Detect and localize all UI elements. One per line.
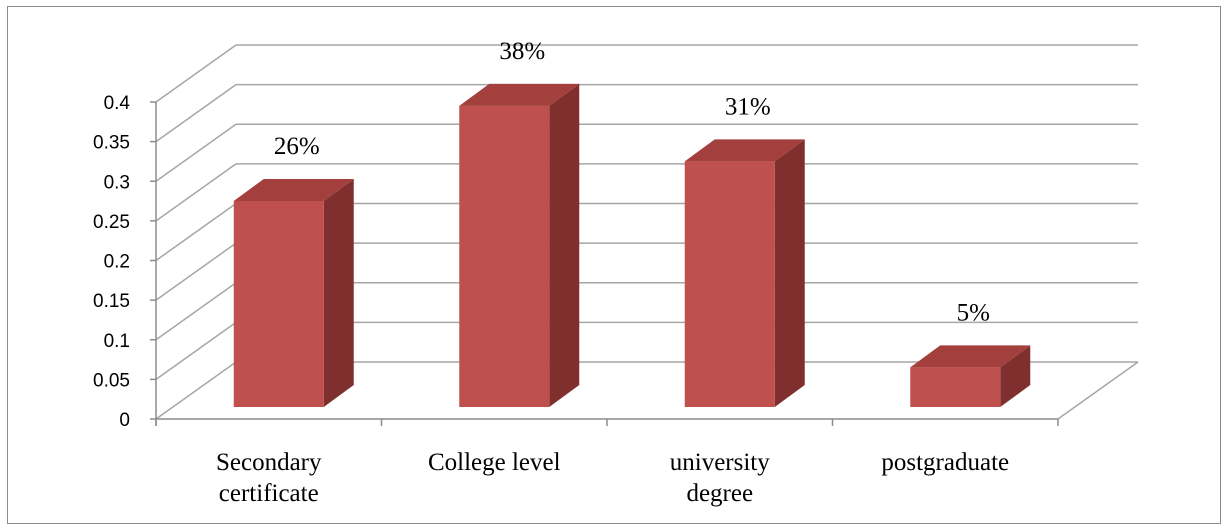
floor-edge xyxy=(1057,361,1139,420)
chart-frame: 0 0.05 0.1 0.15 0.2 0.25 0.3 0.35 0.4 26% 38% 31% 5… xyxy=(7,6,1221,524)
data-labels: 26% 38% 31% 5% xyxy=(274,38,990,327)
bar-front xyxy=(459,105,550,407)
bar-top xyxy=(684,139,805,162)
bar-side xyxy=(774,139,805,407)
bar-chart: 0 0.05 0.1 0.15 0.2 0.25 0.3 0.35 0.4 26% 38% 31% 5… xyxy=(93,38,1139,507)
category-label: Secondary certificate xyxy=(216,449,322,507)
data-label: 38% xyxy=(499,38,545,65)
gridline-wall xyxy=(155,202,237,262)
y-tick-label: 0.25 xyxy=(93,212,130,233)
axis-layer xyxy=(150,101,1059,426)
y-tick-label: 0.05 xyxy=(93,370,130,391)
bar xyxy=(233,178,354,407)
bar-top xyxy=(233,178,354,201)
gridline-wall xyxy=(155,321,237,380)
bar-side xyxy=(549,83,580,407)
bar-top xyxy=(910,345,1031,368)
y-tick-label: 0.2 xyxy=(104,252,130,273)
gridline-wall xyxy=(155,163,237,222)
bar-side xyxy=(1000,345,1031,407)
gridline-wall xyxy=(155,242,237,301)
y-tick-label: 0.3 xyxy=(104,172,130,193)
y-tick-label: 0.4 xyxy=(104,93,131,114)
category-labels: Secondary certificate College level univers… xyxy=(216,449,1009,507)
gridline-wall xyxy=(155,44,237,103)
bar xyxy=(459,83,580,407)
y-tick-label: 0 xyxy=(119,410,130,431)
gridline-wall xyxy=(155,282,237,341)
bar-front xyxy=(684,161,775,407)
bar xyxy=(684,139,805,407)
category-label: postgraduate xyxy=(881,449,1009,476)
category-label: university degree xyxy=(670,449,770,507)
gridline-wall xyxy=(155,123,237,182)
data-label: 5% xyxy=(957,299,990,326)
data-label: 26% xyxy=(274,133,320,160)
bar-front xyxy=(910,367,1001,407)
bar xyxy=(910,345,1031,407)
y-tick-labels: 0 0.05 0.1 0.15 0.2 0.25 0.3 0.35 0.4 xyxy=(93,93,130,431)
data-label: 31% xyxy=(725,93,771,120)
y-tick-label: 0.1 xyxy=(104,331,130,352)
category-label: College level xyxy=(428,449,561,476)
y-tick-label: 0.15 xyxy=(93,291,130,312)
gridline-wall xyxy=(155,361,237,420)
bar-side xyxy=(323,178,354,407)
bar-front xyxy=(233,200,324,407)
y-tick-label: 0.35 xyxy=(93,133,130,154)
bars xyxy=(233,83,1031,407)
bar-top xyxy=(459,83,580,106)
gridline-wall xyxy=(155,84,237,143)
